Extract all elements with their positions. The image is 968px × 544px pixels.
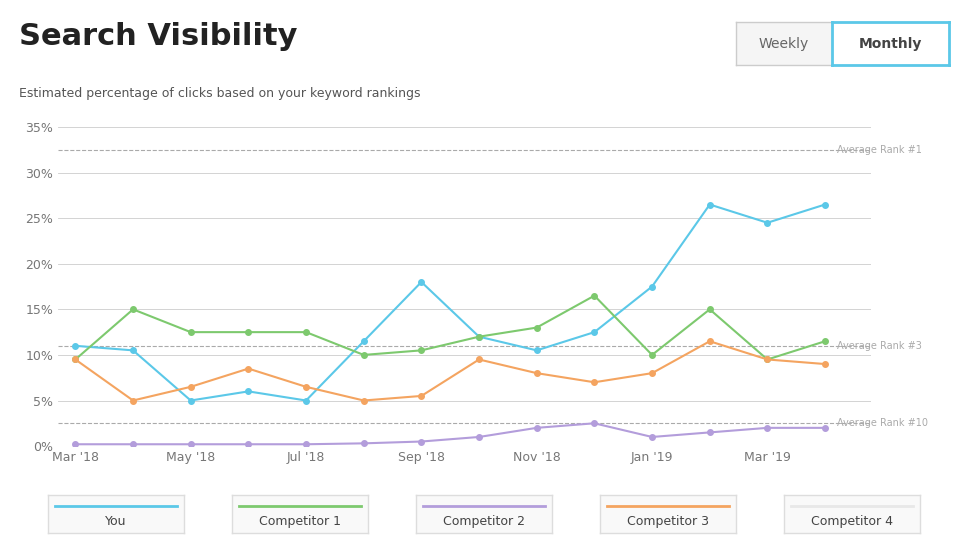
- Text: Weekly: Weekly: [759, 36, 809, 51]
- Text: Estimated percentage of clicks based on your keyword rankings: Estimated percentage of clicks based on …: [19, 87, 421, 100]
- Text: Competitor 3: Competitor 3: [627, 515, 709, 528]
- Text: Search Visibility: Search Visibility: [19, 22, 298, 51]
- Text: Competitor 1: Competitor 1: [259, 515, 341, 528]
- Text: Monthly: Monthly: [859, 36, 923, 51]
- Text: Average Rank #1: Average Rank #1: [836, 145, 922, 155]
- Text: Average Rank #3: Average Rank #3: [836, 341, 922, 351]
- Text: Competitor 4: Competitor 4: [811, 515, 892, 528]
- Text: You: You: [106, 515, 127, 528]
- Text: Competitor 2: Competitor 2: [443, 515, 525, 528]
- Text: Average Rank #10: Average Rank #10: [836, 418, 927, 428]
